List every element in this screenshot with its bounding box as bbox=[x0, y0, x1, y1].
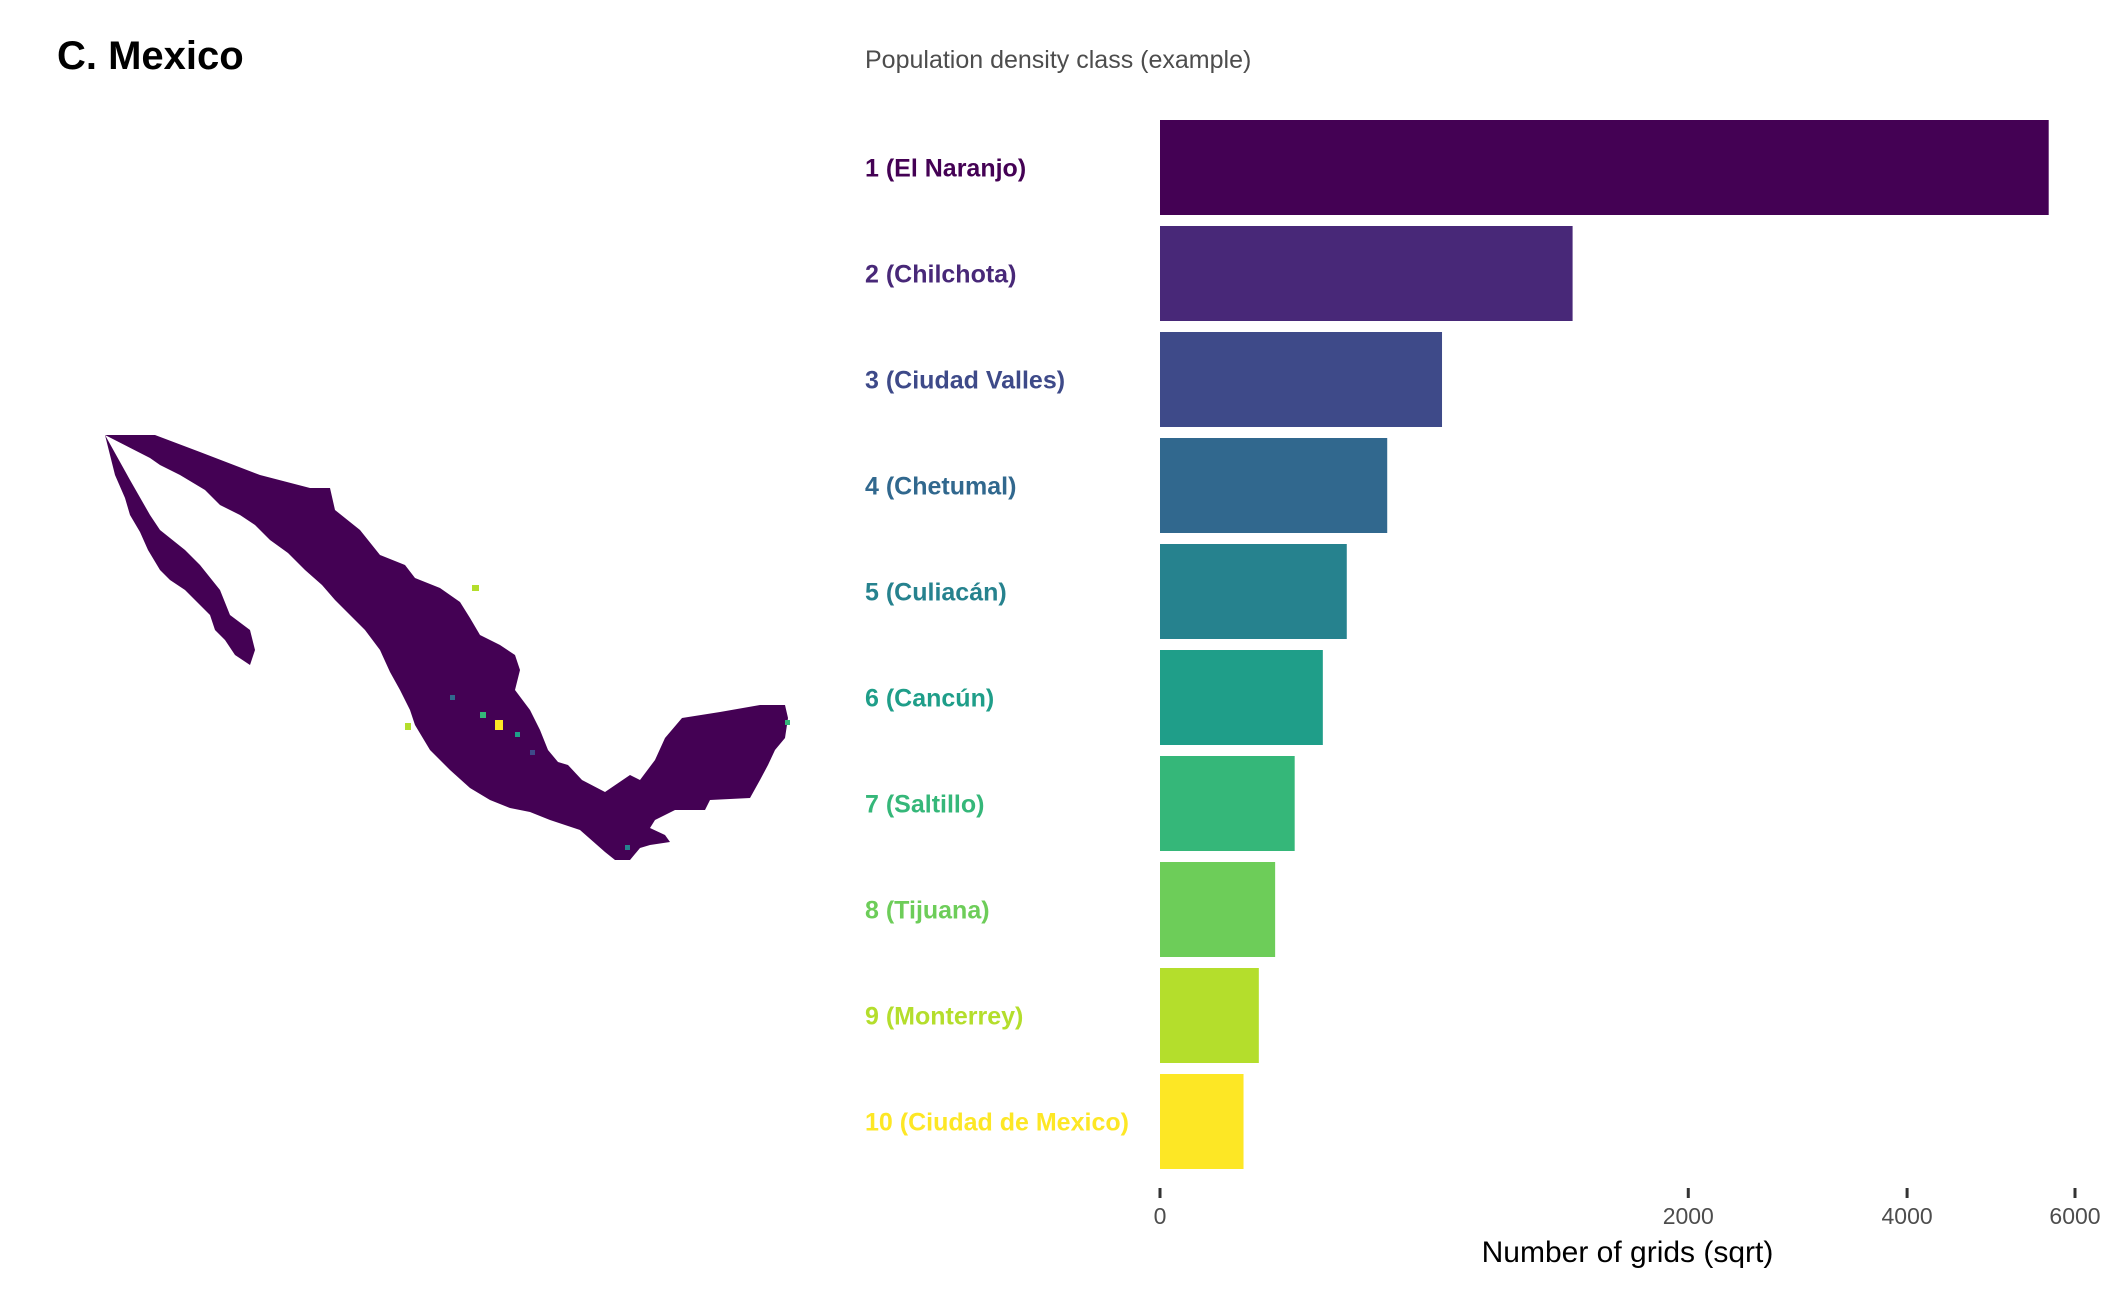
bar bbox=[1160, 226, 1573, 321]
hotspot bbox=[785, 720, 790, 725]
bar bbox=[1160, 544, 1347, 639]
bar bbox=[1160, 756, 1295, 851]
x-axis-title: Number of grids (sqrt) bbox=[1482, 1236, 1774, 1269]
mexico-density-map bbox=[105, 435, 790, 860]
hotspot bbox=[625, 845, 630, 850]
bar bbox=[1160, 120, 2049, 215]
hotspot bbox=[472, 585, 479, 591]
hotspot bbox=[530, 750, 535, 755]
category-label: 5 (Culiacán) bbox=[865, 579, 1007, 607]
category-label: 10 (Ciudad de Mexico) bbox=[865, 1109, 1129, 1137]
x-axis: 0 2000 4000 6000 Number of grids (sqrt) bbox=[1154, 1188, 2101, 1269]
bar bbox=[1160, 1074, 1244, 1169]
hotspot bbox=[405, 723, 411, 730]
baja-california bbox=[105, 435, 255, 665]
panel-title: C. Mexico bbox=[57, 34, 244, 78]
category-label: 7 (Saltillo) bbox=[865, 791, 984, 819]
bar bbox=[1160, 650, 1323, 745]
x-tick-label: 6000 bbox=[2049, 1203, 2100, 1229]
category-labels: 1 (El Naranjo) 2 (Chilchota) 3 (Ciudad Val… bbox=[865, 155, 1129, 1137]
hotspot bbox=[495, 720, 503, 730]
legend-title: Population density class (example) bbox=[865, 46, 1252, 74]
category-label: 3 (Ciudad Valles) bbox=[865, 367, 1065, 395]
bar bbox=[1160, 862, 1276, 957]
hotspot bbox=[450, 695, 455, 700]
hotspot bbox=[515, 732, 520, 737]
hotspot bbox=[480, 712, 486, 718]
mexico-mainland bbox=[105, 435, 788, 860]
category-label: 6 (Cancún) bbox=[865, 685, 994, 713]
bar bbox=[1160, 332, 1443, 427]
category-label: 2 (Chilchota) bbox=[865, 261, 1016, 289]
category-label: 4 (Chetumal) bbox=[865, 473, 1016, 501]
x-tick-label: 4000 bbox=[1882, 1203, 1933, 1229]
x-tick-label: 0 bbox=[1154, 1203, 1167, 1229]
category-label: 8 (Tijuana) bbox=[865, 897, 990, 925]
bar bbox=[1160, 968, 1259, 1063]
bars-group bbox=[1160, 120, 2049, 1169]
category-label: 1 (El Naranjo) bbox=[865, 155, 1026, 183]
bar bbox=[1160, 438, 1388, 533]
x-tick-label: 2000 bbox=[1663, 1203, 1714, 1229]
category-label: 9 (Monterrey) bbox=[865, 1003, 1023, 1031]
